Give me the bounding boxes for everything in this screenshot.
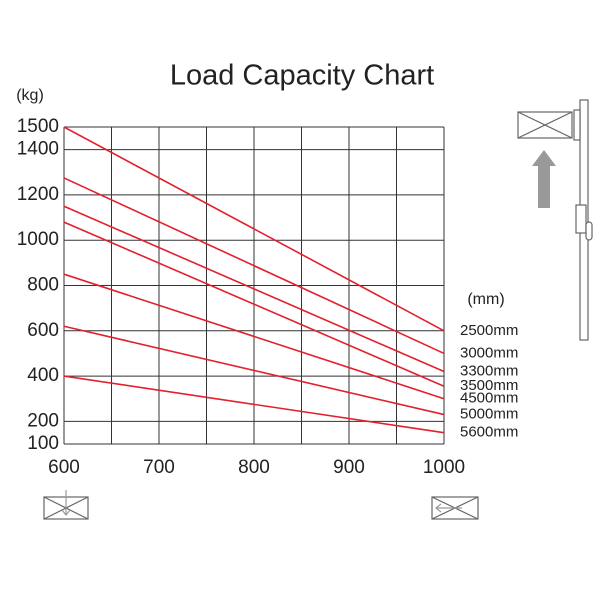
y-tick-label: 1400 (17, 139, 59, 160)
x-tick-label: 700 (143, 457, 175, 478)
series-line (63, 325, 445, 416)
x-tick-label: 800 (238, 457, 270, 478)
legend-label: 3500mm (460, 377, 518, 394)
chart-title: Load Capacity Chart (170, 60, 434, 92)
pallet-icon-left (43, 490, 89, 520)
series-line (63, 273, 445, 400)
y-tick-label: 200 (27, 410, 59, 431)
y-tick-label: 100 (27, 433, 59, 454)
legend-label: 5600mm (460, 424, 518, 441)
y-tick-label: 400 (27, 365, 59, 386)
legend-label: 3300mm (460, 363, 518, 380)
series-line (63, 126, 445, 332)
legend-label: 2500mm (460, 322, 518, 339)
y-tick-label: 1500 (17, 116, 59, 137)
series-line (63, 177, 445, 355)
mast-diagram (517, 99, 593, 341)
legend-label: 5000mm (460, 406, 518, 423)
series-line (63, 221, 445, 387)
y-tick-label: 800 (27, 275, 59, 296)
x-tick-label: 600 (48, 457, 80, 478)
legend-title: (mm) (467, 291, 504, 308)
y-tick-label: 1000 (17, 229, 59, 250)
legend-label: 3000mm (460, 344, 518, 361)
legend-label: 4500mm (460, 390, 518, 407)
series-line (63, 205, 445, 373)
pallet-icon-right (431, 496, 479, 520)
y-axis-label: (kg) (16, 87, 44, 104)
x-tick-label: 900 (333, 457, 365, 478)
x-tick-label: 1000 (423, 457, 465, 478)
y-tick-label: 1200 (17, 184, 59, 205)
y-tick-label: 600 (27, 320, 59, 341)
series-line (63, 375, 445, 434)
